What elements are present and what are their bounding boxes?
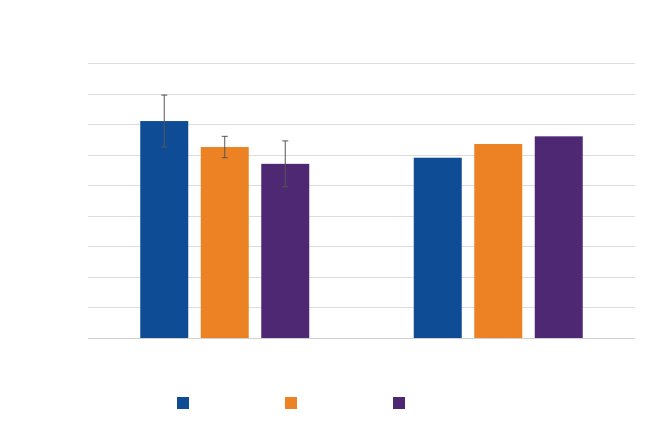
bar-series-3-category-2 [534, 136, 583, 338]
bar-series-1-category-1 [140, 121, 189, 338]
legend-swatch-series-3 [393, 397, 405, 409]
bar-series-2-category-2 [474, 143, 523, 338]
bars [140, 121, 583, 338]
legend-swatch-series-1 [177, 397, 189, 409]
bar-series-1-category-2 [413, 157, 462, 338]
bar-series-3-category-1 [261, 163, 310, 338]
legend [177, 397, 405, 409]
legend-swatch-series-2 [285, 397, 297, 409]
bar-series-2-category-1 [200, 147, 249, 338]
error-bars [161, 94, 289, 188]
